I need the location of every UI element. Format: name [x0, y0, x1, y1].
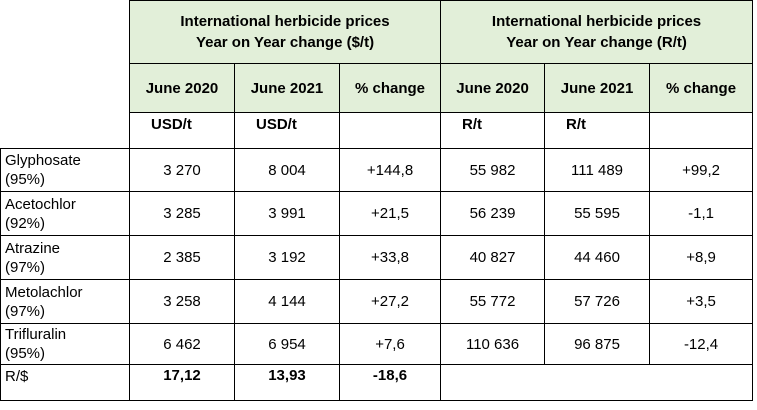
unit-cell: R/t — [440, 112, 546, 149]
value-cell: 8 004 — [234, 148, 340, 192]
table-row: Metolachlor (97%) 3 258 4 144 +27,2 55 77… — [0, 279, 754, 324]
herbicide-name: Trifluralin (95%) — [0, 323, 130, 365]
herbicide-name: Atrazine (97%) — [0, 235, 130, 280]
value-cell: +8,9 — [649, 235, 754, 280]
col-header-usd-june-2021: June 2021 — [234, 63, 340, 113]
table-row: Trifluralin (95%) 6 462 6 954 +7,6 110 63… — [0, 323, 754, 365]
table-row: Atrazine (97%) 2 385 3 192 +33,8 40 827 4… — [0, 235, 754, 280]
exchange-rate-change: -18,6 — [338, 364, 442, 401]
value-cell: 55 595 — [544, 191, 651, 236]
herbicide-name: Metolachlor (97%) — [0, 279, 130, 324]
col-header-usd-june-2020: June 2020 — [129, 63, 235, 113]
unit-cell: USD/t — [234, 112, 340, 149]
table-row: Glyphosate (95%) 3 270 8 004 +144,8 55 98… — [0, 148, 754, 192]
unit-cell: R/t — [544, 112, 651, 149]
value-cell: +3,5 — [649, 279, 754, 324]
table-row: Acetochlor (92%) 3 285 3 991 +21,5 56 239… — [0, 191, 754, 236]
unit-cell — [649, 112, 754, 149]
value-cell: 56 239 — [440, 191, 546, 236]
exchange-rate-row: R/$ 17,12 13,93 -18,6 — [0, 364, 754, 401]
herbicide-name: Acetochlor (92%) — [0, 191, 130, 236]
value-cell: 57 726 — [544, 279, 651, 324]
value-cell: -1,1 — [649, 191, 754, 236]
unit-cell — [338, 112, 442, 149]
herbicide-name: Glyphosate (95%) — [0, 148, 130, 192]
value-cell: +27,2 — [338, 279, 442, 324]
exchange-rate-value: 17,12 — [129, 364, 235, 401]
value-cell: +33,8 — [338, 235, 442, 280]
exchange-rate-value: 13,93 — [234, 364, 340, 401]
col-header-usd-change: % change — [338, 63, 442, 113]
value-cell: 111 489 — [544, 148, 651, 192]
value-cell: +7,6 — [338, 323, 442, 365]
value-cell: +21,5 — [338, 191, 442, 236]
usd-group-header: International herbicide prices Year on Y… — [128, 0, 442, 64]
corner-cell — [1, 113, 130, 149]
corner-cell — [1, 1, 130, 64]
value-cell: +144,8 — [338, 148, 442, 192]
unit-cell: USD/t — [129, 112, 235, 149]
herbicide-price-table: International herbicide prices Year on Y… — [0, 0, 754, 401]
value-cell: 4 144 — [234, 279, 340, 324]
value-cell: 55 982 — [440, 148, 546, 192]
value-cell: 3 192 — [234, 235, 340, 280]
value-cell: +99,2 — [649, 148, 754, 192]
value-cell: 3 285 — [129, 191, 235, 236]
value-cell: 6 954 — [234, 323, 340, 365]
empty-cell — [440, 364, 754, 401]
corner-cell — [1, 64, 130, 113]
value-cell: 110 636 — [440, 323, 546, 365]
rand-group-header: International herbicide prices Year on Y… — [440, 0, 754, 64]
col-header-rand-june-2020: June 2020 — [440, 63, 546, 113]
value-cell: 3 258 — [129, 279, 235, 324]
value-cell: 55 772 — [440, 279, 546, 324]
value-cell: 2 385 — [129, 235, 235, 280]
value-cell: 6 462 — [129, 323, 235, 365]
col-header-rand-change: % change — [649, 63, 754, 113]
value-cell: 40 827 — [440, 235, 546, 280]
exchange-rate-label: R/$ — [0, 364, 130, 401]
value-cell: -12,4 — [649, 323, 754, 365]
value-cell: 3 270 — [129, 148, 235, 192]
value-cell: 96 875 — [544, 323, 651, 365]
col-header-rand-june-2021: June 2021 — [544, 63, 651, 113]
value-cell: 3 991 — [234, 191, 340, 236]
value-cell: 44 460 — [544, 235, 651, 280]
